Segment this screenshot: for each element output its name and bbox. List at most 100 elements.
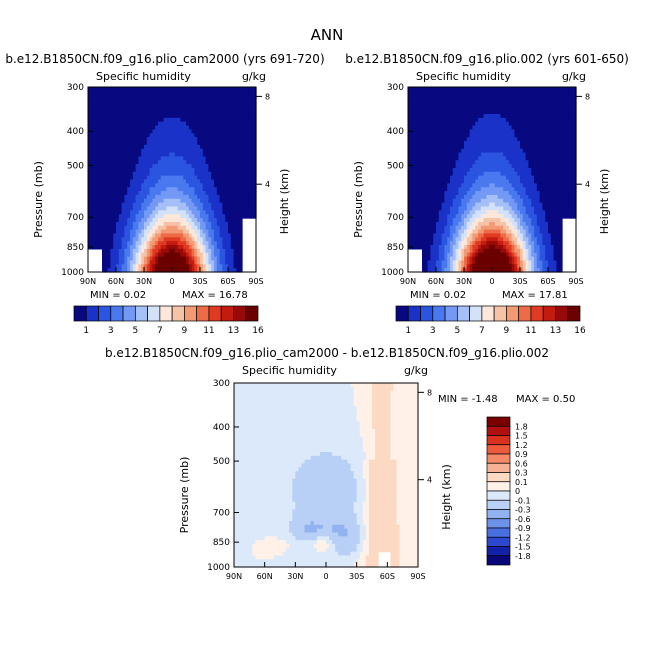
- field-cell: [508, 102, 513, 107]
- field-cell: [138, 152, 142, 157]
- field-cell: [186, 125, 190, 130]
- field-cell: [180, 210, 184, 215]
- field-cell: [464, 152, 468, 157]
- field-cell: [144, 144, 148, 150]
- field-cell: [250, 144, 254, 150]
- field-cell: [494, 129, 499, 134]
- field-cell: [88, 133, 92, 138]
- field-cell: [239, 113, 243, 119]
- field-cell: [172, 171, 176, 177]
- field-cell: [503, 106, 507, 111]
- field-cell: [410, 140, 415, 146]
- field-cell: [102, 129, 106, 134]
- field-cell: [250, 183, 254, 188]
- field-cell: [163, 117, 167, 123]
- field-cell: [118, 167, 123, 173]
- field-cell: [492, 110, 496, 115]
- field-cell: [219, 264, 223, 269]
- field-cell: [539, 194, 543, 200]
- field-cell: [160, 137, 165, 142]
- field-cell: [166, 156, 170, 161]
- field-cell: [102, 98, 106, 104]
- field-cell: [113, 233, 117, 238]
- colorbar: 1 3 5 7 9 11 13 16: [73, 305, 264, 336]
- field-cell: [107, 264, 111, 269]
- field-cell: [236, 221, 240, 227]
- field-cell: [244, 102, 249, 107]
- field-cell: [166, 129, 170, 134]
- field-cell: [242, 194, 246, 200]
- field-cell: [497, 218, 501, 223]
- field-cell: [514, 140, 518, 146]
- field-cell: [141, 268, 145, 273]
- field-cell: [222, 256, 226, 262]
- field-cell: [186, 94, 190, 100]
- field-cell: [522, 179, 527, 184]
- field-cell: [104, 117, 109, 123]
- field-cell: [475, 164, 479, 169]
- field-cell: [219, 175, 223, 181]
- field-cell: [536, 210, 541, 215]
- field-cell: [253, 144, 257, 150]
- field-cell: [466, 110, 471, 115]
- field-cell: [138, 90, 142, 96]
- field-cell: [211, 264, 215, 269]
- field-cell: [564, 164, 569, 169]
- field-cell: [489, 218, 493, 223]
- field-cell: [216, 113, 221, 119]
- field-cell: [188, 167, 193, 173]
- field-cell: [174, 252, 179, 258]
- field-cell: [163, 94, 167, 100]
- field-cell: [475, 133, 479, 138]
- field-cell: [419, 102, 423, 107]
- field-cell: [219, 225, 223, 231]
- field-cell: [508, 156, 513, 161]
- field-cell: [152, 113, 156, 119]
- field-cell: [430, 117, 434, 123]
- field-cell: [433, 194, 437, 200]
- field-cell: [104, 179, 109, 184]
- field-cell: [138, 264, 142, 269]
- field-cell: [183, 144, 187, 150]
- field-cell: [174, 245, 179, 250]
- field-cell: [528, 167, 532, 173]
- field-cell: [253, 202, 257, 208]
- field-cell: [450, 198, 454, 204]
- field-cell: [222, 221, 226, 227]
- field-cell: [422, 198, 426, 204]
- field-cell: [522, 171, 527, 177]
- field-cell: [219, 214, 223, 219]
- field-cell: [500, 152, 504, 157]
- field-cell: [132, 256, 137, 262]
- field-cell: [517, 90, 521, 96]
- field-cell: [444, 110, 448, 115]
- field-cell: [222, 268, 226, 273]
- field-cell: [422, 218, 426, 223]
- field-cell: [166, 233, 170, 238]
- field-cell: [486, 117, 490, 123]
- field-cell: [93, 241, 97, 246]
- field-cell: [194, 210, 198, 215]
- field-cell: [152, 256, 156, 262]
- field-cell: [113, 113, 117, 119]
- field-cell: [416, 221, 420, 227]
- field-cell: [548, 210, 552, 215]
- field-cell: [534, 152, 538, 157]
- field-cell: [130, 148, 134, 154]
- field-cell: [214, 233, 218, 238]
- field-cell: [183, 268, 187, 273]
- field-cell: [127, 183, 131, 188]
- field-cell: [93, 245, 97, 250]
- field-cell: [450, 191, 454, 196]
- field-cell: [222, 241, 226, 246]
- field-cell: [205, 106, 209, 111]
- field-cell: [107, 106, 111, 111]
- field-cell: [559, 214, 563, 219]
- field-cell: [461, 144, 465, 150]
- field-cell: [564, 110, 569, 115]
- field-cell: [548, 191, 552, 196]
- field-cell: [492, 214, 496, 219]
- field-cell: [118, 106, 123, 111]
- field-cell: [511, 102, 515, 107]
- field-cell: [202, 113, 207, 119]
